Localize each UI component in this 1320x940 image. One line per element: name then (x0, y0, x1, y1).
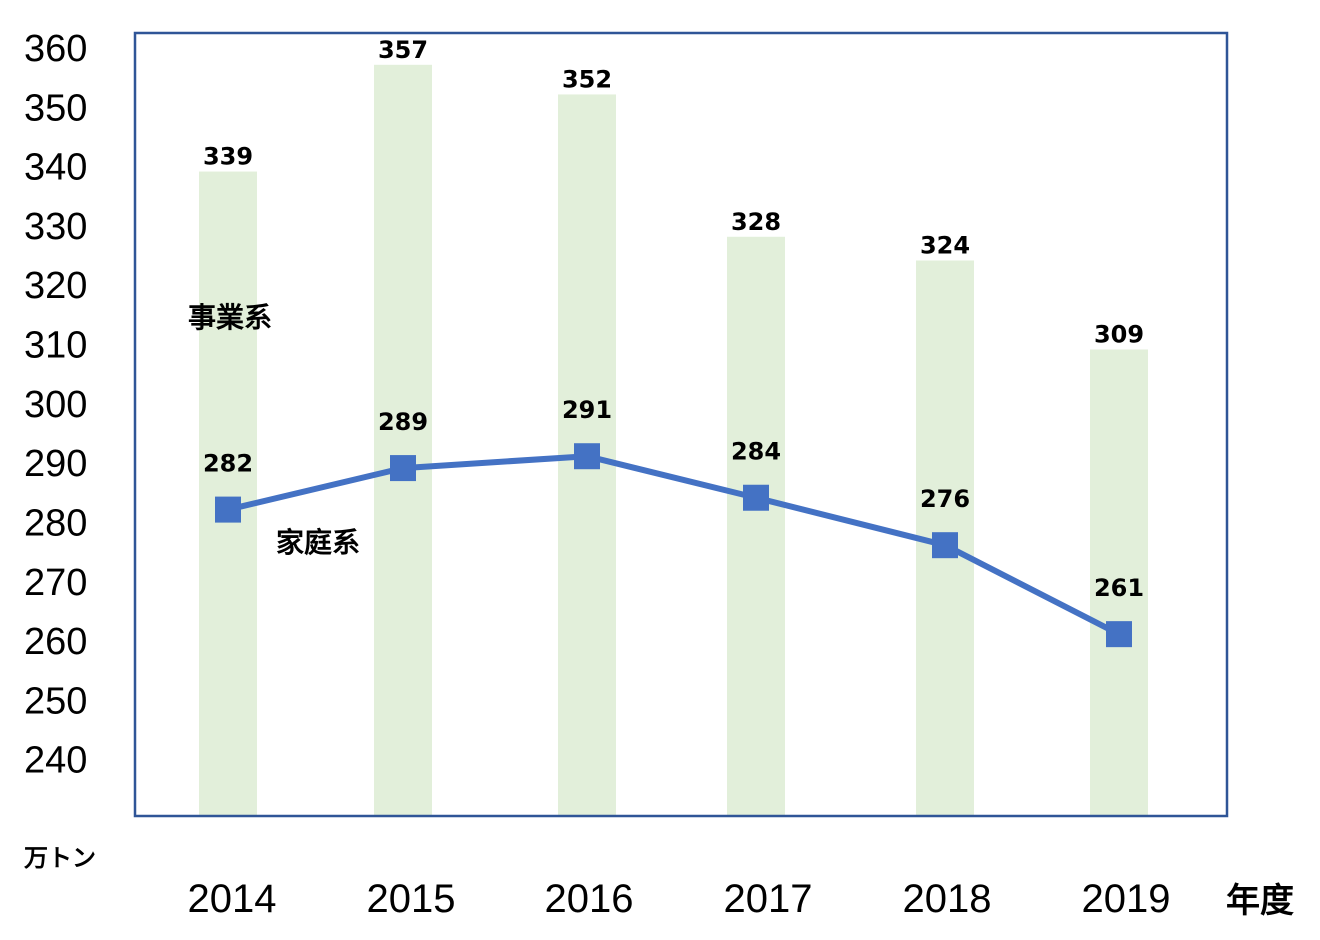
bar-value-label: 357 (378, 36, 428, 64)
bar (199, 171, 257, 817)
y-axis-unit: 万トン (24, 844, 96, 872)
y-tick-label: 250 (24, 680, 87, 722)
series-label-business: 事業系 (188, 301, 272, 334)
y-tick-label: 300 (24, 384, 87, 426)
line-data-labels: 282 289 291 284 276 261 (203, 396, 1144, 602)
x-tick-label: 2014 (188, 877, 277, 921)
line-marker (574, 443, 600, 470)
line-marker (215, 496, 241, 523)
bar-data-labels: 339 357 352 328 324 309 (203, 36, 1144, 349)
line-value-label: 284 (731, 438, 781, 466)
x-tick-label: 2017 (724, 877, 813, 921)
x-tick-label: 2015 (367, 877, 456, 921)
bar (374, 64, 432, 817)
y-tick-label: 280 (24, 502, 87, 544)
line-marker (743, 484, 769, 511)
y-axis-ticks: 360 350 340 330 320 310 300 290 280 270 260 250 240 (24, 28, 87, 782)
line-marker (932, 532, 958, 559)
y-tick-label: 350 (24, 87, 87, 129)
bar-value-label: 328 (731, 208, 781, 236)
line-value-label: 261 (1094, 574, 1144, 602)
line-value-label: 289 (378, 408, 428, 436)
bar-value-label: 352 (562, 65, 612, 93)
x-tick-label: 2018 (903, 877, 992, 921)
y-tick-label: 240 (24, 740, 87, 782)
y-tick-label: 310 (24, 325, 87, 367)
bar (1090, 349, 1148, 816)
y-tick-label: 320 (24, 265, 87, 307)
line-markers (215, 443, 1132, 648)
y-tick-label: 330 (24, 206, 87, 248)
bar-value-label: 309 (1094, 320, 1144, 348)
y-tick-label: 290 (24, 443, 87, 485)
line-marker (390, 455, 416, 482)
y-tick-label: 260 (24, 621, 87, 663)
plot-frame (133, 31, 1229, 818)
x-axis-unit: 年度 (1226, 881, 1294, 921)
line-marker (1106, 621, 1132, 648)
bar-value-label: 339 (203, 143, 253, 171)
y-tick-label: 270 (24, 562, 87, 604)
line-value-label: 276 (920, 485, 970, 513)
bar-value-label: 324 (920, 232, 970, 260)
bar-series-business (199, 64, 1148, 817)
x-tick-label: 2016 (545, 877, 634, 921)
y-tick-label: 340 (24, 147, 87, 189)
y-tick-label: 360 (24, 28, 87, 70)
line-series-household (227, 453, 1121, 637)
x-tick-label: 2019 (1082, 877, 1171, 921)
line-value-label: 282 (203, 450, 253, 478)
series-label-household: 家庭系 (276, 526, 360, 559)
line-value-label: 291 (562, 396, 612, 424)
x-axis-ticks: 2014 2015 2016 2017 2018 2019 (188, 877, 1171, 921)
bar (727, 236, 785, 817)
